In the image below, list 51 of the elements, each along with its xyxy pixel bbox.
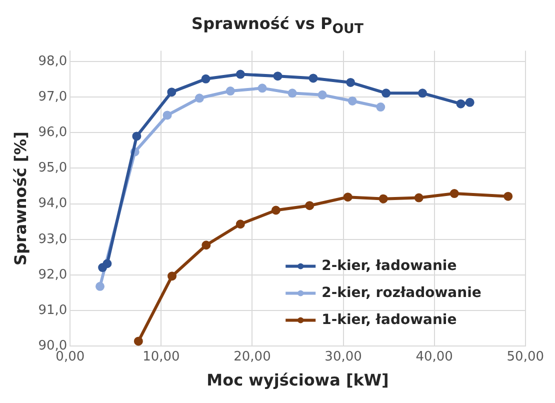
point (414, 193, 424, 202)
point (348, 96, 357, 106)
legend-label: 2-kier, ładowanie (322, 258, 457, 274)
point (382, 88, 391, 98)
point (102, 259, 112, 268)
point (96, 282, 105, 291)
point (194, 94, 204, 103)
point (346, 78, 356, 87)
point (236, 220, 245, 229)
y-tick-label: 92,0 (38, 267, 68, 282)
x-tick-label: 10,00 (142, 349, 180, 364)
point (134, 336, 143, 346)
point (343, 192, 352, 202)
y-tick-label: 97,0 (38, 89, 68, 104)
point (258, 84, 267, 93)
chart-title: Sprawność vs P$_{OUT}$ (190, 13, 364, 40)
x-tick-label: 40,00 (416, 349, 453, 364)
point (236, 70, 245, 79)
point (132, 132, 142, 141)
point (456, 99, 466, 108)
point (378, 194, 388, 204)
y-tick-label: 91,0 (38, 302, 68, 318)
x-tick-label: 20,00 (234, 349, 271, 364)
point (504, 192, 513, 201)
point (318, 90, 327, 100)
point (201, 74, 210, 84)
point (273, 72, 282, 81)
point (167, 88, 176, 97)
point (308, 74, 318, 83)
point (465, 98, 474, 107)
y-tick-label: 96,0 (38, 125, 68, 140)
x-axis-title: Moc wyjściowa [kW] (206, 370, 389, 390)
x-tick-label: 30,00 (324, 349, 362, 364)
legend-label: 1-kier, ładowanie (322, 312, 457, 328)
y-tick-label: 94,0 (38, 196, 68, 212)
x-tick-label: 50,00 (506, 349, 544, 364)
point (305, 201, 314, 210)
point (418, 88, 428, 98)
y-tick-label: 93,0 (38, 232, 68, 247)
y-axis-title: Sprawność [%] (10, 131, 30, 266)
y-tick-label: 95,0 (38, 160, 68, 176)
point (271, 206, 280, 215)
legend-label: 2-kier, rozładowanie (322, 284, 482, 301)
point (226, 86, 235, 96)
point (162, 110, 172, 120)
point (376, 102, 386, 112)
point (288, 88, 297, 98)
point (202, 240, 211, 250)
point (168, 272, 177, 281)
y-tick-label: 98,0 (38, 54, 68, 69)
point (450, 189, 459, 198)
